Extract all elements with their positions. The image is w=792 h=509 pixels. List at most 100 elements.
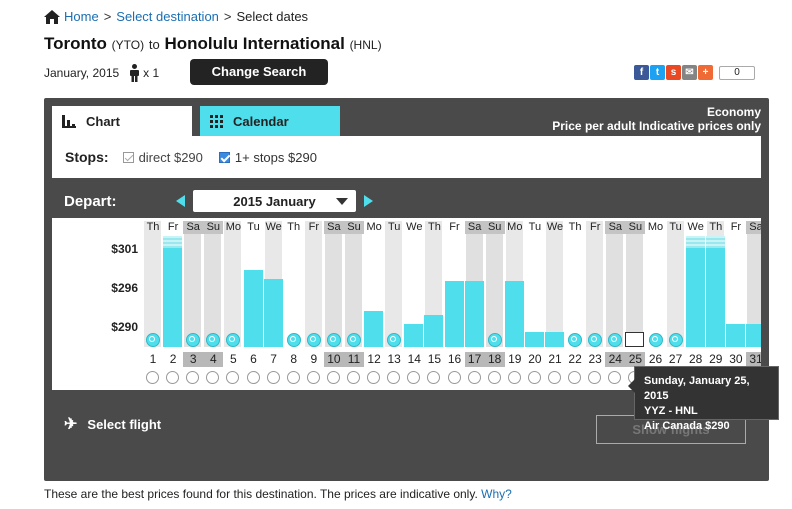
breadcrumb-select-destination-link[interactable]: Select destination [116,9,219,24]
day-radio[interactable] [326,371,340,384]
stops-direct-option[interactable]: direct $290 [122,150,203,165]
search-price-icon[interactable] [648,333,663,347]
weekday-label: Th [287,221,301,233]
search-price-icon[interactable] [487,333,502,347]
price-bar[interactable] [263,278,283,347]
search-price-icon[interactable] [286,333,301,347]
weekday-label: Su [344,221,364,234]
search-price-icon[interactable] [568,333,583,347]
day-radio[interactable] [507,371,521,384]
oneplus-checkbox[interactable] [218,151,230,163]
day-radio[interactable] [588,371,602,384]
select-flight-text: Select flight [87,416,162,432]
price-bar[interactable] [705,236,725,347]
day-radio[interactable] [568,371,582,384]
search-price-icon[interactable] [668,333,683,347]
day-radio[interactable] [306,371,320,384]
day-radio[interactable] [347,371,360,384]
day-radio[interactable] [608,371,622,384]
day-radio[interactable] [206,371,220,384]
search-price-icon[interactable] [206,333,221,347]
day-radio[interactable] [447,371,461,384]
day-radio[interactable] [286,371,300,384]
price-bar[interactable] [524,331,544,347]
day-radio[interactable] [548,371,561,384]
next-month-arrow-icon[interactable] [364,195,373,207]
day-number: 17 [464,352,485,367]
facebook-icon[interactable]: f [634,65,649,80]
day-radio[interactable] [407,371,421,384]
bar-chart-icon [62,114,76,128]
day-radio[interactable] [427,371,441,384]
price-bar[interactable] [625,331,645,347]
weekday-label: Sa [605,221,626,234]
price-bar[interactable] [464,280,484,347]
price-bar[interactable] [243,270,263,347]
share-bar: f t s ✉ + 0 [634,65,755,80]
day-radio[interactable] [226,371,240,384]
day-radio[interactable] [266,371,280,384]
search-price-icon[interactable] [588,333,603,347]
search-price-icon[interactable] [146,333,160,347]
day-radio[interactable] [487,371,501,384]
day-radio[interactable] [367,371,381,384]
email-icon[interactable]: ✉ [682,65,697,80]
bar-cap [705,236,725,249]
search-price-icon[interactable] [326,333,341,347]
day-column [324,221,342,347]
why-link[interactable]: Why? [481,487,512,501]
price-bar[interactable] [444,280,464,347]
price-bar[interactable] [725,324,745,347]
direct-checkbox[interactable] [122,151,134,163]
day-radio[interactable] [186,371,200,384]
search-price-icon[interactable] [347,333,361,347]
breadcrumb-home-link[interactable]: Home [64,9,99,24]
day-column [184,221,202,347]
weekday-label: Fr [308,221,319,233]
day-radio[interactable] [467,371,481,384]
footer-note: These are the best prices found for this… [44,487,512,501]
day-radio[interactable] [166,371,180,384]
twitter-icon[interactable]: t [650,65,665,80]
price-bar[interactable] [163,236,183,347]
stops-oneplus-option[interactable]: 1+ stops $290 [218,150,317,165]
day-number: 14 [407,352,421,366]
day-radio[interactable] [387,371,401,384]
search-price-icon[interactable] [306,333,321,347]
weekday-label: Sa [746,221,761,234]
month-select[interactable]: 2015 January [193,190,356,212]
prev-month-arrow-icon[interactable] [176,195,185,207]
weekday-label: Th [709,221,723,233]
weekday-label: Tu [387,221,401,233]
search-price-icon[interactable] [226,333,241,347]
search-price-icon[interactable] [387,333,402,347]
price-tooltip: Sunday, January 25, 2015 YYZ - HNL Air C… [628,366,779,432]
y-tick-label: $301 [111,242,138,256]
tab-chart[interactable]: Chart [52,106,192,136]
price-bar[interactable] [424,315,444,347]
day-radio[interactable] [246,371,260,384]
day-radio[interactable] [527,371,541,384]
weekday-label: Tu [247,221,260,233]
plus-icon[interactable]: + [698,65,713,80]
day-number: 26 [648,352,663,366]
home-icon[interactable] [44,9,60,24]
search-price-icon[interactable] [186,333,201,347]
price-bar[interactable] [545,331,564,347]
day-number: 13 [387,352,401,366]
price-bar[interactable] [746,324,761,347]
day-number: 27 [668,352,683,366]
price-bar[interactable] [504,280,524,347]
price-bar[interactable] [364,311,384,347]
day-radio[interactable] [146,371,159,384]
price-bar[interactable] [685,236,705,347]
change-search-button[interactable]: Change Search [190,59,328,85]
chevron-down-icon [336,198,348,205]
depart-label: Depart: [64,192,117,210]
tab-calendar[interactable]: Calendar [200,106,340,136]
search-price-icon[interactable] [608,333,623,347]
price-bar[interactable] [404,324,424,347]
passenger-count: x 1 [143,66,160,80]
stumbleupon-icon[interactable]: s [666,65,681,80]
depart-bar: Depart: 2015 January [52,186,761,216]
